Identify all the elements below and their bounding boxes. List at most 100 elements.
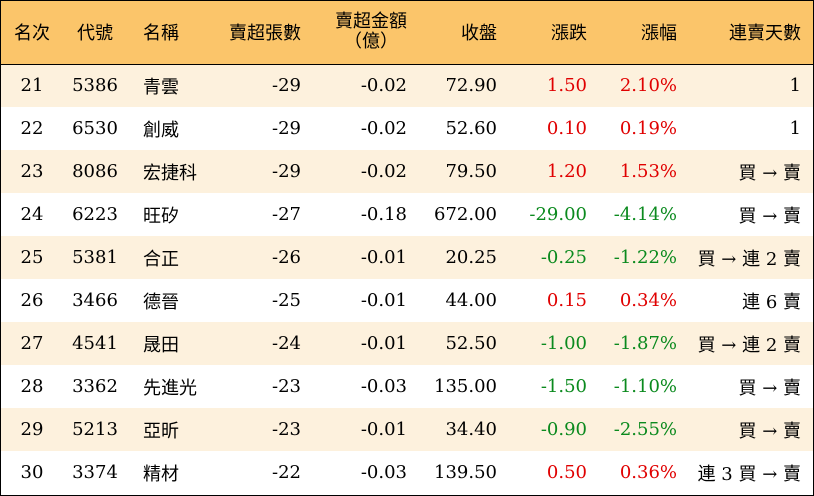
table-row: 28 3362 先進光 -23 -0.03 135.00 -1.50 -1.10% 買 → 賣 bbox=[1, 365, 813, 408]
rank-cell: 21 bbox=[20, 75, 44, 97]
sell-lots-cell: -26 bbox=[272, 247, 301, 268]
header-sell-amount-line1: 賣超金額 bbox=[335, 11, 407, 33]
streak-cell: 買 → 賣 bbox=[738, 377, 801, 399]
code-cell: 6223 bbox=[72, 204, 118, 225]
streak-cell: 1 bbox=[789, 118, 801, 139]
streak-cell: 買 → 連 2 賣 bbox=[697, 248, 801, 270]
sell-amount-cell: -0.02 bbox=[360, 161, 407, 182]
close-cell: 20.25 bbox=[445, 247, 497, 268]
sell-amount-cell: -0.01 bbox=[360, 333, 407, 354]
change-pct-cell: 2.10% bbox=[619, 75, 677, 97]
header-change-pct: 漲幅 bbox=[641, 23, 677, 45]
close-cell: 34.40 bbox=[445, 419, 497, 440]
streak-cell: 1 bbox=[789, 75, 801, 97]
code-cell: 6530 bbox=[72, 118, 118, 139]
sell-amount-cell: -0.01 bbox=[360, 419, 407, 440]
table-header-row: 名次 代號 名稱 賣超張數 賣超金額 （億） 收盤 漲跌 漲幅 連賣天數 bbox=[1, 1, 813, 64]
change-cell: -29.00 bbox=[529, 204, 587, 225]
name-cell: 精材 bbox=[143, 463, 179, 485]
header-sell-lots: 賣超張數 bbox=[229, 23, 301, 45]
sell-lots-cell: -29 bbox=[272, 161, 301, 182]
header-rank: 名次 bbox=[14, 23, 50, 45]
sell-amount-cell: -0.03 bbox=[360, 376, 407, 397]
streak-cell: 買 → 賣 bbox=[738, 205, 801, 227]
sell-amount-cell: -0.02 bbox=[360, 75, 407, 97]
code-cell: 5381 bbox=[72, 247, 118, 268]
header-sell-amount-line2: （億） bbox=[344, 31, 398, 53]
sell-lots-cell: -23 bbox=[272, 419, 301, 440]
streak-cell: 連 3 買 → 賣 bbox=[697, 463, 801, 485]
sell-amount-cell: -0.18 bbox=[360, 204, 407, 225]
streak-cell: 連 6 賣 bbox=[742, 291, 801, 313]
name-cell: 先進光 bbox=[143, 377, 197, 399]
close-cell: 672.00 bbox=[434, 204, 497, 225]
code-cell: 3362 bbox=[72, 376, 118, 397]
header-code: 代號 bbox=[77, 23, 113, 45]
code-cell: 3466 bbox=[72, 290, 118, 311]
change-pct-cell: 0.19% bbox=[619, 118, 677, 139]
rank-cell: 23 bbox=[20, 161, 44, 182]
rank-cell: 26 bbox=[20, 290, 44, 311]
rank-cell: 25 bbox=[20, 247, 44, 268]
code-cell: 5213 bbox=[72, 419, 118, 440]
sell-lots-cell: -27 bbox=[272, 204, 301, 225]
change-cell: -0.25 bbox=[540, 247, 587, 268]
table-row: 24 6223 旺矽 -27 -0.18 672.00 -29.00 -4.14% 買 → 賣 bbox=[1, 193, 813, 236]
streak-cell: 買 → 賣 bbox=[738, 420, 801, 442]
code-cell: 8086 bbox=[72, 161, 118, 182]
change-pct-cell: -1.22% bbox=[613, 247, 677, 268]
rank-cell: 27 bbox=[20, 333, 44, 354]
header-streak: 連賣天數 bbox=[729, 23, 801, 45]
change-cell: -0.90 bbox=[540, 419, 587, 440]
rank-cell: 22 bbox=[20, 118, 44, 139]
sell-amount-cell: -0.01 bbox=[360, 290, 407, 311]
sell-amount-cell: -0.03 bbox=[360, 462, 407, 483]
sell-lots-cell: -29 bbox=[272, 75, 301, 97]
name-cell: 晟田 bbox=[143, 334, 179, 356]
change-cell: -1.50 bbox=[540, 376, 587, 397]
streak-cell: 買 → 賣 bbox=[738, 162, 801, 184]
change-pct-cell: -2.55% bbox=[613, 419, 677, 440]
sell-amount-cell: -0.02 bbox=[360, 118, 407, 139]
change-pct-cell: -4.14% bbox=[613, 204, 677, 225]
table-row: 30 3374 精材 -22 -0.03 139.50 0.50 0.36% 連 3 買 → 賣 bbox=[1, 451, 813, 494]
header-close: 收盤 bbox=[461, 23, 497, 45]
table-row: 21 5386 青雲 -29 -0.02 72.90 1.50 2.10% 1 bbox=[1, 64, 813, 107]
code-cell: 5386 bbox=[72, 75, 118, 97]
change-cell: 0.15 bbox=[546, 290, 587, 311]
header-change: 漲跌 bbox=[551, 23, 587, 45]
code-cell: 4541 bbox=[72, 333, 118, 354]
sell-lots-cell: -22 bbox=[272, 462, 301, 483]
sell-amount-cell: -0.01 bbox=[360, 247, 407, 268]
close-cell: 52.50 bbox=[445, 333, 497, 354]
change-cell: 1.20 bbox=[546, 161, 587, 182]
change-cell: 0.10 bbox=[546, 118, 587, 139]
change-pct-cell: 1.53% bbox=[619, 161, 677, 182]
rank-cell: 30 bbox=[20, 462, 44, 483]
name-cell: 青雲 bbox=[143, 76, 179, 98]
sell-lots-cell: -25 bbox=[272, 290, 301, 311]
header-sell-amount: 賣超金額 （億） bbox=[313, 1, 419, 64]
close-cell: 52.60 bbox=[445, 118, 497, 139]
sell-lots-cell: -23 bbox=[272, 376, 301, 397]
close-cell: 44.00 bbox=[445, 290, 497, 311]
change-cell: 1.50 bbox=[546, 75, 587, 97]
close-cell: 139.50 bbox=[434, 462, 497, 483]
table-row: 26 3466 德晉 -25 -0.01 44.00 0.15 0.34% 連 6 賣 bbox=[1, 279, 813, 322]
change-pct-cell: 0.36% bbox=[619, 462, 677, 483]
name-cell: 旺矽 bbox=[143, 205, 179, 227]
change-cell: 0.50 bbox=[546, 462, 587, 483]
sell-lots-cell: -29 bbox=[272, 118, 301, 139]
name-cell: 亞昕 bbox=[143, 420, 179, 442]
table-row: 22 6530 創威 -29 -0.02 52.60 0.10 0.19% 1 bbox=[1, 107, 813, 150]
streak-cell: 買 → 連 2 賣 bbox=[697, 334, 801, 356]
table-body: 21 5386 青雲 -29 -0.02 72.90 1.50 2.10% 1 22 6530 創威 -… bbox=[1, 64, 813, 494]
table-row: 29 5213 亞昕 -23 -0.01 34.40 -0.90 -2.55% 買 → 賣 bbox=[1, 408, 813, 451]
header-name: 名稱 bbox=[143, 23, 179, 45]
name-cell: 創威 bbox=[143, 119, 179, 141]
table-row: 23 8086 宏捷科 -29 -0.02 79.50 1.20 1.53% 買 → 賣 bbox=[1, 150, 813, 193]
change-pct-cell: -1.10% bbox=[613, 376, 677, 397]
change-pct-cell: 0.34% bbox=[619, 290, 677, 311]
